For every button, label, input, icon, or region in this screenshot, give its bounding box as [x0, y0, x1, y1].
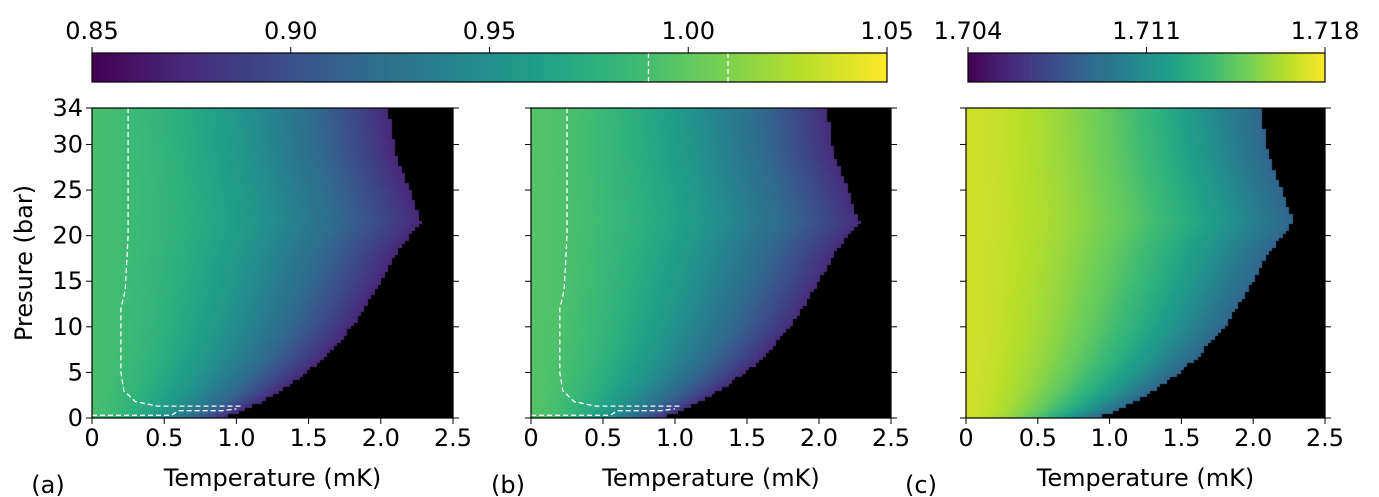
x-tick-label: 1.0: [1091, 424, 1129, 452]
x-tick-label: 2.5: [434, 424, 472, 452]
y-tick-label: 25: [52, 176, 83, 204]
x-axis-label: Temperature (mK): [163, 464, 382, 492]
x-tick-label: 1.0: [656, 424, 694, 452]
panel-label: (b): [491, 471, 525, 497]
axes-frame: [965, 107, 1326, 419]
colorbar-tick-label: 0.90: [264, 17, 317, 45]
x-tick-label: 2.5: [1306, 424, 1344, 452]
axes-frame: [530, 107, 892, 419]
x-tick-label: 0: [84, 424, 99, 452]
y-tick-label: 0: [68, 404, 83, 432]
x-axis-label: Temperature (mK): [1036, 464, 1255, 492]
x-axis-label: Temperature (mK): [601, 464, 820, 492]
contour-line: [531, 408, 676, 416]
x-tick-label: 2.0: [362, 424, 400, 452]
contour-line: [559, 108, 683, 407]
colorbar-tick-label: 1.00: [662, 17, 715, 45]
x-tick-label: 0: [958, 424, 973, 452]
axes-frame: [91, 107, 454, 419]
x-tick-label: 1.5: [1162, 424, 1200, 452]
colorbar-gradient: [968, 53, 1325, 82]
y-tick-label: 34: [52, 94, 83, 122]
heatmap-images-layer: [92, 53, 1325, 418]
y-tick-label: 20: [52, 222, 83, 250]
colorbar-tick-label: 1.718: [1291, 17, 1360, 45]
colorbar-tick-label: 1.711: [1112, 17, 1181, 45]
x-tick-label: 2.5: [872, 424, 910, 452]
heatmap-panel-0: [92, 108, 453, 418]
colorbar-tick-label: 1.704: [934, 17, 1003, 45]
x-tick-label: 1.5: [728, 424, 766, 452]
y-tick-label: 15: [52, 267, 83, 295]
x-tick-label: 2.0: [1234, 424, 1272, 452]
colorbar-tick-label: 0.85: [65, 17, 118, 45]
panel-label: (c): [905, 471, 937, 497]
x-tick-label: 0.5: [1019, 424, 1057, 452]
panel-label: (a): [31, 471, 64, 497]
x-tick-label: 1.5: [290, 424, 328, 452]
x-tick-label: 2.0: [800, 424, 838, 452]
contour-line: [92, 408, 237, 416]
y-axis-label: Presure (bar): [10, 185, 38, 341]
x-tick-label: 0.5: [145, 424, 183, 452]
x-tick-label: 0.5: [584, 424, 622, 452]
colorbar-tick-label: 1.05: [860, 17, 913, 45]
y-tick-label: 5: [68, 358, 83, 386]
y-tick-label: 30: [52, 130, 83, 158]
contour-line: [120, 108, 244, 407]
heatmap-panel-2: [966, 108, 1325, 418]
colorbar-gradient: [92, 53, 887, 82]
colorbar-tick-label: 0.95: [463, 17, 516, 45]
x-tick-label: 1.0: [217, 424, 255, 452]
x-tick-label: 0: [523, 424, 538, 452]
heatmap-panel-1: [531, 108, 891, 418]
y-tick-label: 10: [52, 313, 83, 341]
